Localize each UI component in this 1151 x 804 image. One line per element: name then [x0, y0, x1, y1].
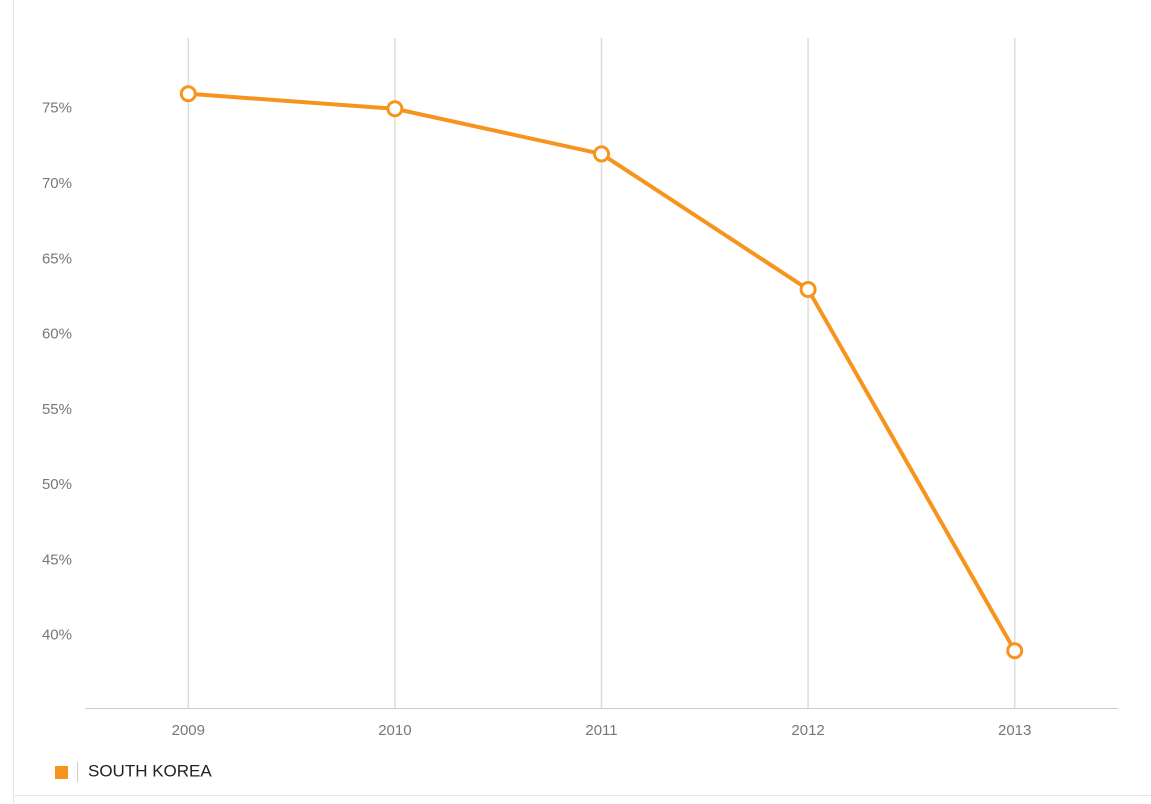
y-tick-label: 40% — [42, 627, 72, 644]
point — [386, 100, 404, 118]
y-tick-label: 65% — [42, 250, 72, 267]
y-tick-label: 60% — [42, 326, 72, 343]
y-tick-label: 75% — [42, 100, 72, 117]
x-tick-label: 2013 — [998, 722, 1031, 739]
point — [799, 280, 817, 298]
x-tick-label: 2009 — [172, 722, 205, 739]
y-tick-label: 45% — [42, 551, 72, 568]
y-tick-label: 70% — [42, 175, 72, 192]
legend-label: SOUTH KOREA — [88, 761, 212, 780]
point — [593, 145, 610, 163]
x-tick-label: 2010 — [378, 722, 411, 739]
x-tick-label: 2011 — [585, 722, 617, 739]
x-tick-label: 2012 — [791, 722, 824, 739]
point — [1006, 642, 1024, 660]
y-tick-label: 50% — [42, 476, 72, 493]
point — [179, 85, 197, 103]
legend-swatch — [55, 766, 68, 779]
y-tick-label: 55% — [42, 401, 72, 418]
